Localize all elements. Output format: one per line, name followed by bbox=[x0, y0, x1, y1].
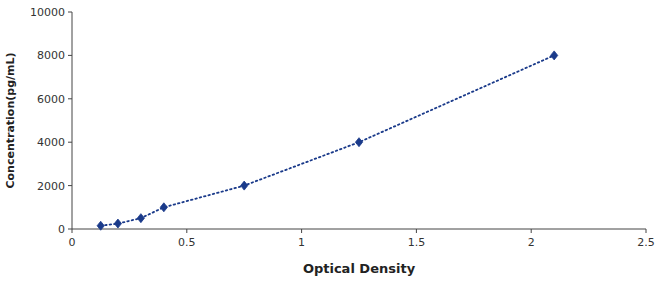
x-tick bbox=[72, 229, 73, 233]
data-point bbox=[160, 203, 167, 212]
y-tick bbox=[68, 12, 72, 13]
x-tick-label: 2.5 bbox=[637, 236, 655, 249]
y-tick-label: 8000 bbox=[37, 49, 65, 62]
y-tick-label: 0 bbox=[58, 223, 65, 236]
y-tick-label: 10000 bbox=[30, 6, 65, 19]
y-tick-label: 4000 bbox=[37, 136, 65, 149]
data-point bbox=[114, 219, 121, 228]
data-line bbox=[101, 55, 554, 225]
data-point bbox=[551, 51, 558, 60]
plot-area bbox=[97, 51, 558, 230]
y-tick bbox=[68, 185, 72, 186]
data-point bbox=[97, 221, 104, 230]
x-axis-label: Optical Density bbox=[303, 261, 416, 276]
chart: 0 0.5 1 1.5 2 2.5 0 2000 4000 6000 8000 10000 Optica… bbox=[0, 0, 668, 283]
y-tick bbox=[68, 229, 72, 230]
x-tick-label: 0.5 bbox=[178, 236, 196, 249]
data-point bbox=[355, 138, 362, 147]
y-tick bbox=[68, 98, 72, 99]
y-tick bbox=[68, 55, 72, 56]
x-tick bbox=[301, 229, 302, 233]
y-tick-label: 2000 bbox=[37, 180, 65, 193]
x-axis-line bbox=[72, 229, 646, 230]
y-tick-label: 6000 bbox=[37, 93, 65, 106]
data-point bbox=[137, 214, 144, 223]
x-tick-label: 1 bbox=[298, 236, 305, 249]
x-tick-label: 2 bbox=[528, 236, 535, 249]
y-axis-line bbox=[72, 12, 73, 229]
y-tick bbox=[68, 142, 72, 143]
y-axis-label: Concentration(pg/mL) bbox=[4, 52, 17, 188]
x-tick bbox=[186, 229, 187, 233]
x-tick-label: 0 bbox=[69, 236, 76, 249]
x-tick bbox=[531, 229, 532, 233]
x-tick-label: 1.5 bbox=[408, 236, 426, 249]
x-tick bbox=[646, 229, 647, 233]
data-point bbox=[241, 181, 248, 190]
x-tick bbox=[416, 229, 417, 233]
